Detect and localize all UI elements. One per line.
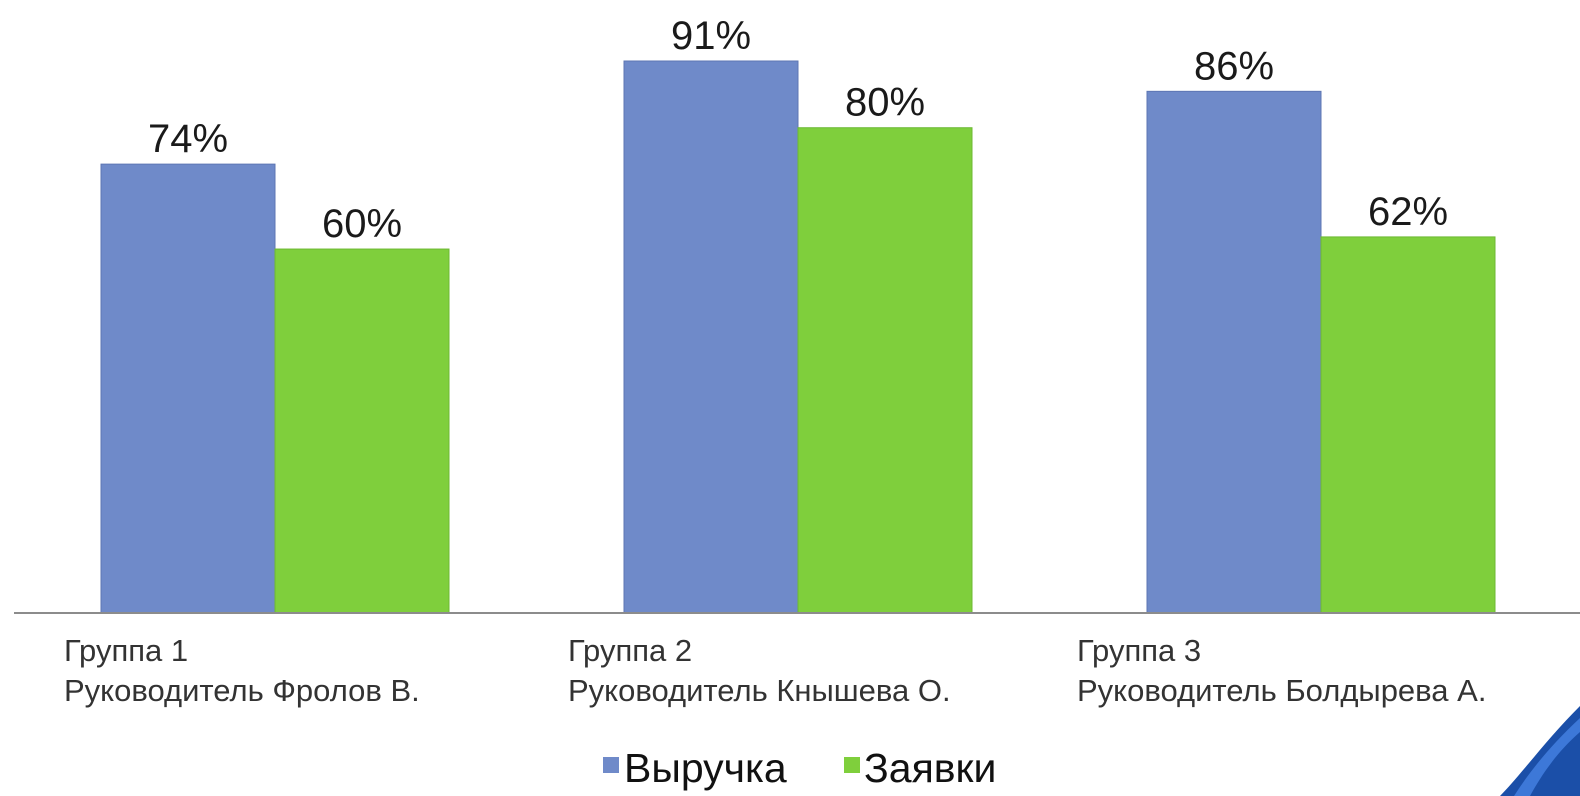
data-label-requests-group-1: 60% bbox=[322, 202, 402, 246]
legend: Выручка Заявки bbox=[603, 745, 996, 791]
bar-requests-group-2 bbox=[797, 127, 973, 614]
data-label-requests-group-3: 62% bbox=[1368, 190, 1448, 234]
data-label-revenue-group-2: 91% bbox=[671, 14, 751, 58]
bar-requests-group-3 bbox=[1320, 236, 1496, 614]
legend-label-revenue: Выручка bbox=[624, 745, 787, 791]
category-label-group-2-line-1: Группа 2 bbox=[568, 633, 692, 668]
corner-decoration bbox=[1500, 706, 1580, 796]
bar-revenue-group-2 bbox=[623, 60, 799, 614]
category-label-group-3-line-2: Руководитель Болдырева А. bbox=[1077, 673, 1486, 708]
value-labels-layer: 74% 91% 86% 60% 80% 62% bbox=[148, 14, 1448, 246]
category-label-group-1-line-1: Группа 1 bbox=[64, 633, 188, 668]
legend-swatch-revenue bbox=[603, 757, 619, 773]
bars-layer bbox=[100, 60, 1496, 614]
bar-revenue-group-1 bbox=[100, 163, 276, 614]
data-label-revenue-group-1: 74% bbox=[148, 117, 228, 161]
data-label-revenue-group-3: 86% bbox=[1194, 44, 1274, 88]
bar-requests-group-1 bbox=[274, 248, 450, 614]
category-label-group-3-line-1: Группа 3 bbox=[1077, 633, 1201, 668]
legend-swatch-requests bbox=[844, 757, 860, 773]
legend-label-requests: Заявки bbox=[864, 745, 996, 791]
category-labels-layer: Группа 1 Руководитель Фролов В. Группа 2 Ру… bbox=[64, 633, 1486, 708]
category-label-group-2-line-2: Руководитель Кнышева О. bbox=[568, 673, 951, 708]
data-label-requests-group-2: 80% bbox=[845, 81, 925, 125]
corner-swoosh-icon bbox=[1500, 706, 1580, 796]
bar-revenue-group-3 bbox=[1146, 90, 1322, 614]
category-label-group-1-line-2: Руководитель Фролов В. bbox=[64, 673, 420, 708]
